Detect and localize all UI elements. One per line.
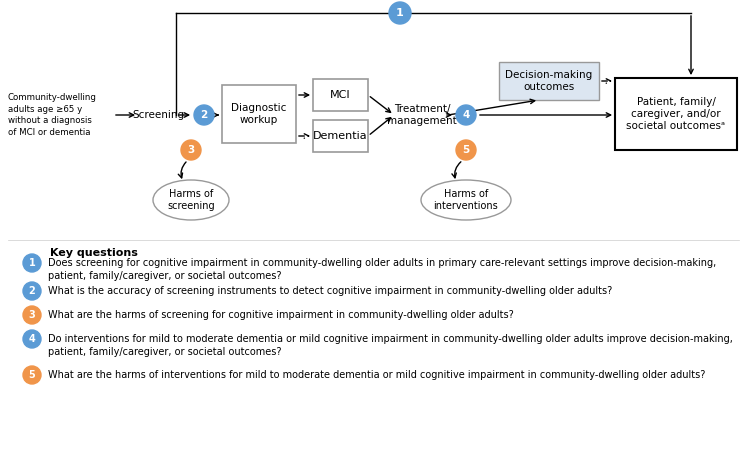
Circle shape (181, 140, 201, 160)
Text: Patient, family/
caregiver, and/or
societal outcomesᵃ: Patient, family/ caregiver, and/or socie… (627, 97, 725, 131)
Text: Do interventions for mild to moderate dementia or mild cognitive impairment in c: Do interventions for mild to moderate de… (48, 334, 733, 357)
Text: Key questions: Key questions (50, 248, 138, 258)
Text: Treatment/
management: Treatment/ management (387, 104, 457, 126)
Bar (499, 62, 599, 100)
Text: What are the harms of interventions for mild to moderate dementia or mild cognit: What are the harms of interventions for … (48, 370, 705, 380)
Circle shape (389, 2, 411, 24)
Text: 5: 5 (462, 145, 470, 155)
Text: Community-dwelling
adults age ≥65 y
without a diagnosis
of MCI or dementia: Community-dwelling adults age ≥65 y with… (8, 93, 97, 137)
Text: Harms of
screening: Harms of screening (167, 189, 215, 211)
Text: Diagnostic
workup: Diagnostic workup (232, 103, 287, 125)
Text: What is the accuracy of screening instruments to detect cognitive impairment in : What is the accuracy of screening instru… (48, 286, 613, 296)
Text: 2: 2 (200, 110, 208, 120)
Text: Dementia: Dementia (313, 131, 368, 141)
Text: What are the harms of screening for cognitive impairment in community-dwelling o: What are the harms of screening for cogn… (48, 310, 514, 320)
Circle shape (23, 330, 41, 348)
Text: 3: 3 (187, 145, 195, 155)
Ellipse shape (421, 180, 511, 220)
Text: MCI: MCI (330, 90, 351, 100)
Text: 5: 5 (28, 370, 35, 380)
Circle shape (456, 105, 476, 125)
Text: Harms of
interventions: Harms of interventions (433, 189, 498, 211)
Text: 2: 2 (28, 286, 35, 296)
Circle shape (456, 140, 476, 160)
Bar (313, 120, 368, 152)
Text: 4: 4 (462, 110, 470, 120)
Text: Does screening for cognitive impairment in community-dwelling older adults in pr: Does screening for cognitive impairment … (48, 258, 716, 281)
Bar (313, 79, 368, 111)
Text: Decision-making
outcomes: Decision-making outcomes (506, 70, 592, 92)
Circle shape (23, 306, 41, 324)
Circle shape (194, 105, 214, 125)
Text: 4: 4 (28, 334, 35, 344)
Text: 3: 3 (28, 310, 35, 320)
Text: Screening: Screening (132, 110, 184, 120)
Circle shape (23, 282, 41, 300)
Bar (222, 85, 296, 143)
Bar (615, 78, 737, 150)
Circle shape (23, 254, 41, 272)
Ellipse shape (153, 180, 229, 220)
Text: 1: 1 (28, 258, 35, 268)
Circle shape (23, 366, 41, 384)
Text: 1: 1 (396, 8, 404, 18)
